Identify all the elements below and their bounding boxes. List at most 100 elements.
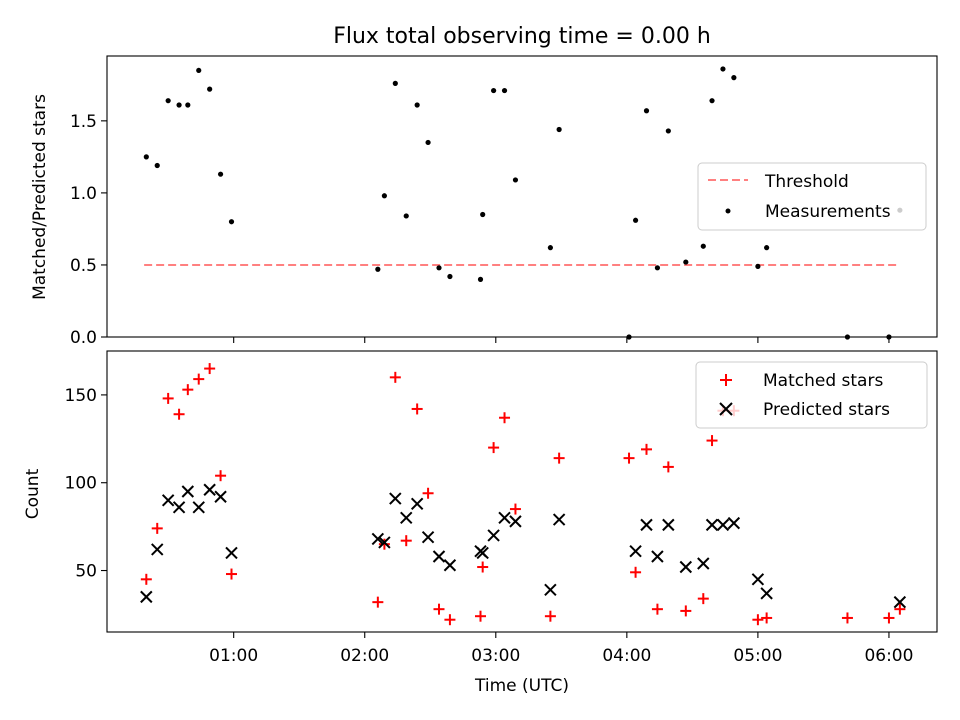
predicted-star-point	[225, 546, 238, 560]
measurement-point	[381, 193, 387, 199]
measurement-point	[154, 162, 160, 169]
measurement-point	[654, 265, 661, 271]
predicted-star-point	[552, 513, 566, 526]
x-tick-label: 03:00	[471, 646, 520, 666]
predicted-star-point	[172, 501, 186, 514]
bottom-y-tick-label: 150	[65, 386, 97, 406]
measurement-point	[403, 213, 409, 219]
top-axes-frame	[106, 55, 938, 338]
matched-star-point	[173, 408, 185, 420]
matched-star-point	[140, 573, 152, 585]
measurement-point	[547, 245, 553, 251]
measurement-point	[414, 102, 420, 108]
bottom-plot-area: 50 100 150 01:00 02:00 03:00 04:00 05:00 06:00	[65, 363, 913, 666]
predicted-star-point	[371, 532, 385, 546]
predicted-star-point	[476, 546, 489, 560]
top-legend: Threshold Measurements	[697, 162, 927, 231]
matched-star-point	[651, 603, 663, 615]
legend-matched-label: Matched stars	[763, 371, 883, 391]
matched-star-point	[697, 593, 709, 605]
predicted-star-point	[498, 511, 511, 525]
matched-star-point	[162, 392, 174, 404]
legend-measurements-label: Measurements	[765, 202, 891, 222]
predicted-star-point	[181, 485, 195, 498]
predicted-star-point	[716, 518, 730, 532]
predicted-star-point	[214, 490, 227, 503]
measurement-point	[632, 217, 639, 223]
matched-star-point	[488, 442, 500, 454]
measurement-point	[375, 266, 381, 272]
matched-star-point	[509, 503, 521, 515]
matched-star-point	[894, 603, 906, 615]
top-y-tick-label: 0.0	[70, 328, 97, 348]
predicted-star-point	[400, 511, 413, 525]
predicted-star-point	[487, 529, 500, 542]
predicted-star-point	[389, 492, 402, 505]
predicted-star-point	[432, 550, 446, 563]
predicted-star-point	[443, 559, 457, 572]
predicted-star-point	[378, 536, 391, 549]
predicted-star-point	[705, 518, 719, 532]
predicted-star-point	[727, 516, 741, 530]
predicted-star-point	[760, 587, 773, 600]
matched-star-point	[411, 403, 423, 415]
predicted-star-point	[421, 530, 435, 544]
matched-star-point	[544, 610, 556, 622]
legend-threshold-label: Threshold	[764, 172, 849, 192]
predicted-star-point	[509, 515, 522, 528]
measurement-point	[512, 177, 519, 183]
measurement-point	[228, 219, 235, 225]
predicted-star-point	[151, 543, 164, 556]
matched-star-point	[389, 371, 401, 383]
predicted-star-point	[640, 518, 653, 532]
top-y-tick-label: 0.5	[70, 256, 97, 276]
measurement-point	[709, 98, 715, 104]
matched-star-point	[499, 412, 511, 424]
matched-star-point	[433, 603, 445, 615]
measurement-point	[447, 273, 453, 280]
measurement-point	[480, 211, 486, 218]
predicted-star-point	[544, 583, 557, 597]
matched-star-point	[400, 535, 412, 547]
matched-star-point	[553, 452, 565, 464]
measurement-point	[556, 126, 562, 133]
x-tick-label: 04:00	[602, 646, 651, 666]
predicted-star-point	[651, 550, 664, 563]
legend-matched-swatch	[720, 374, 732, 386]
measurement-point	[196, 67, 202, 74]
legend-predicted-swatch	[719, 402, 733, 416]
matched-star-point	[378, 538, 390, 550]
predicted-star-point	[161, 494, 175, 507]
chart-title: Flux total observing time = 0.00 h	[333, 24, 711, 49]
top-plot-area: 0.0 0.5 1.0 1.5	[70, 66, 903, 348]
matched-star-point	[193, 373, 205, 385]
bottom-y-tick-label: 50	[75, 562, 97, 582]
matched-star-point	[215, 470, 227, 482]
measurement-point	[700, 243, 706, 249]
matched-star-point	[662, 461, 674, 473]
legend-measurements-swatch	[725, 208, 731, 214]
measurement-point	[436, 265, 442, 271]
x-tick-label: 06:00	[864, 646, 913, 666]
predicted-star-point	[410, 497, 424, 511]
matched-star-point	[444, 614, 456, 626]
predicted-star-point	[203, 483, 216, 496]
predicted-star-point	[751, 573, 765, 586]
measurement-point	[731, 75, 737, 81]
predicted-star-point	[697, 557, 710, 570]
measurement-point	[392, 80, 398, 86]
measurement-point	[185, 102, 191, 108]
measurement-point	[143, 154, 149, 160]
measurement-point	[477, 276, 484, 282]
matched-star-point	[475, 610, 486, 622]
predicted-star-point	[140, 590, 153, 604]
matched-star-point	[630, 566, 642, 578]
matched-star-point	[761, 612, 773, 624]
predicted-star-point	[662, 518, 675, 532]
matched-star-point	[422, 487, 434, 499]
matched-star-point	[372, 596, 384, 608]
matched-star-point	[641, 443, 652, 455]
top-y-axis-label: Matched/Predicted stars	[30, 94, 50, 300]
measurement-point	[491, 87, 497, 94]
